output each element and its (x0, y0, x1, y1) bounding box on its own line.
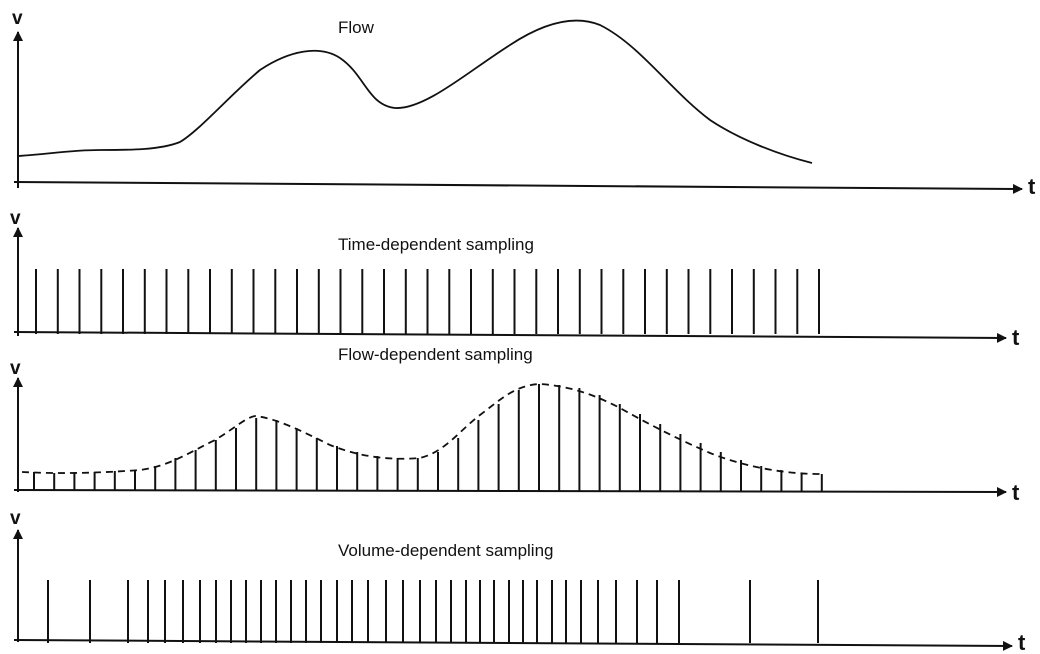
flowdep-y-label: v (10, 358, 21, 379)
flowdep-title: Flow-dependent sampling (338, 345, 533, 364)
panel-time-dependent: v t Time-dependent sampling (10, 208, 1020, 350)
panel-flow: v t Flow (12, 8, 1036, 199)
flow-x-axis (13, 181, 1023, 194)
time-x-axis (13, 331, 1007, 343)
panel-flow-dependent: v t Flow-dependent sampling (10, 345, 1020, 505)
time-y-label: v (10, 208, 21, 229)
time-x-label: t (1012, 325, 1020, 350)
flow-title: Flow (338, 18, 375, 37)
volume-y-label: v (10, 508, 21, 529)
flowdep-x-axis (13, 486, 1007, 497)
flow-curve (17, 19, 813, 164)
panel-volume-dependent: v t Volume-dependent sampling (10, 508, 1026, 654)
volume-x-axis (13, 639, 1013, 651)
flowdep-x-label: t (1012, 480, 1020, 505)
time-title: Time-dependent sampling (338, 235, 534, 254)
volume-title: Volume-dependent sampling (338, 541, 553, 560)
flow-x-label: t (1028, 174, 1036, 199)
flow-y-label: v (12, 8, 23, 29)
volume-x-label: t (1018, 630, 1026, 654)
